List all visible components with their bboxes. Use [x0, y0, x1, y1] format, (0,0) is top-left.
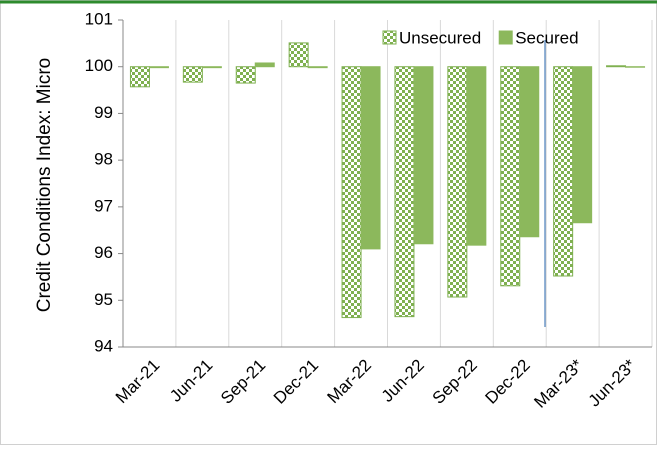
legend-swatch	[382, 30, 397, 45]
bar	[572, 66, 593, 224]
bar	[254, 62, 275, 68]
bar	[341, 66, 362, 319]
bar	[625, 66, 646, 68]
bar	[447, 66, 468, 298]
y-tick-label: 100	[85, 56, 113, 75]
legend-label: Secured	[515, 28, 578, 47]
y-axis-label: Credit Conditions Index: Micro	[34, 58, 55, 313]
bar	[360, 66, 381, 250]
bar	[500, 66, 521, 287]
y-tick-label: 99	[94, 103, 113, 122]
bar	[553, 66, 574, 277]
legend-swatch	[498, 30, 513, 45]
bar	[394, 66, 415, 318]
bar	[129, 66, 150, 88]
bar	[307, 66, 328, 69]
bar	[182, 66, 203, 83]
bar	[466, 66, 487, 246]
y-tick-label: 101	[85, 9, 113, 28]
bar	[235, 66, 256, 84]
y-tick-label: 98	[94, 150, 113, 169]
y-tick-label: 97	[94, 196, 113, 215]
bar	[148, 66, 169, 69]
y-tick-label: 95	[94, 290, 113, 309]
y-tick-label: 94	[94, 336, 113, 355]
bar	[201, 66, 222, 69]
legend-label: Unsecured	[399, 28, 481, 47]
bar	[606, 65, 627, 68]
bar	[288, 42, 309, 68]
bar	[413, 66, 434, 245]
y-tick-label: 96	[94, 243, 113, 262]
bar	[519, 66, 540, 238]
